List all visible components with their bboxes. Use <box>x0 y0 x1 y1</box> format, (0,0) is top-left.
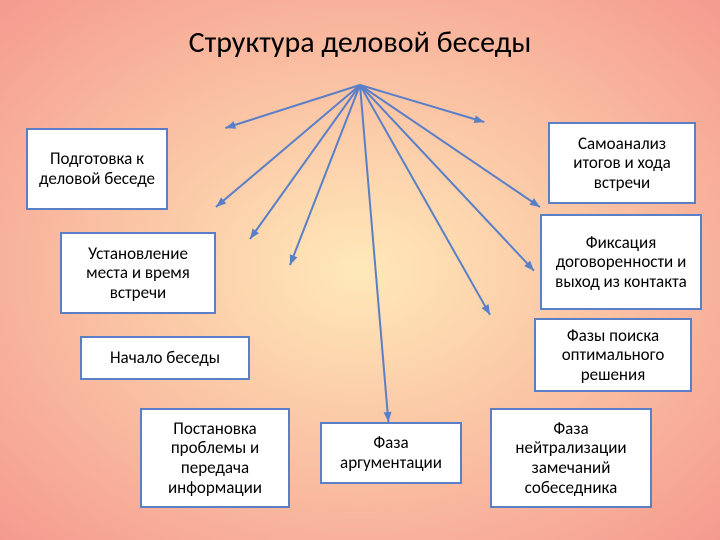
node-label: Подготовка к деловой беседе <box>34 149 160 188</box>
node-label: Фиксация договоренности и выход из конта… <box>548 233 694 292</box>
node-label: Постановка проблемы и передача информаци… <box>148 419 282 497</box>
node-label: Фаза нейтрализации замечаний собеседника <box>498 419 644 497</box>
node-label: Самоанализ итогов и хода встречи <box>556 134 688 193</box>
node-n8: Фиксация договоренности и выход из конта… <box>540 214 702 310</box>
node-n6: Фаза нейтрализации замечаний собеседника <box>490 408 652 508</box>
node-label: Фаза аргументации <box>328 433 454 472</box>
node-n1: Подготовка к деловой беседе <box>26 128 168 210</box>
node-n5: Фаза аргументации <box>320 422 462 484</box>
diagram-stage: Структура деловой беседы Подготовка к де… <box>0 0 720 540</box>
node-n3: Начало беседы <box>80 336 250 380</box>
node-n7: Фазы поиска оптимального решения <box>534 318 692 392</box>
node-n2: Установление места и время встречи <box>60 232 216 314</box>
node-label: Начало беседы <box>110 348 220 368</box>
node-label: Установление места и время встречи <box>68 244 208 303</box>
node-n9: Самоанализ итогов и хода встречи <box>548 122 696 204</box>
node-label: Фазы поиска оптимального решения <box>542 326 684 385</box>
node-n4: Постановка проблемы и передача информаци… <box>140 408 290 508</box>
diagram-title: Структура деловой беседы <box>0 24 720 61</box>
